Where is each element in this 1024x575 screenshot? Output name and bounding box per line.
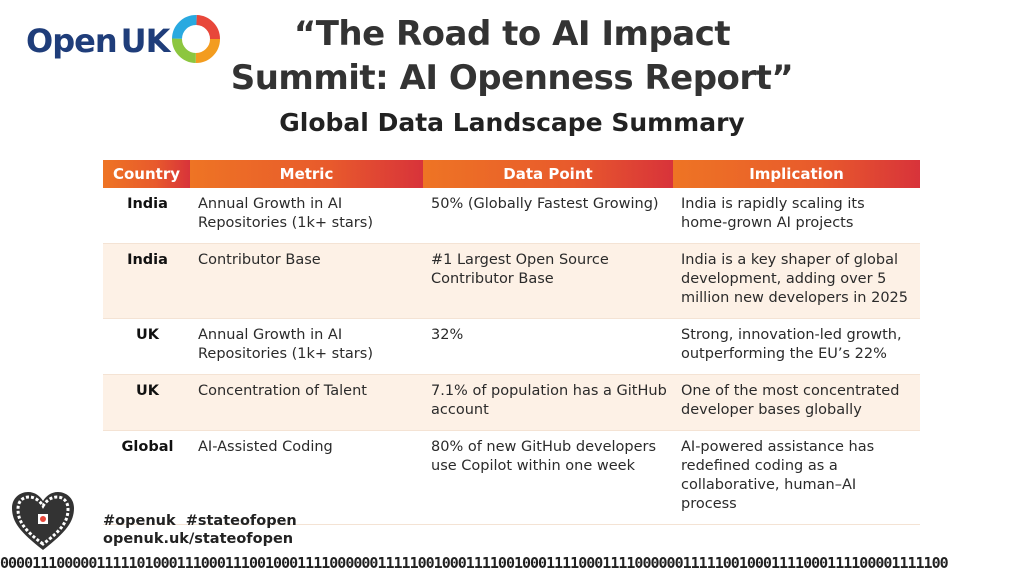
country-cell: India — [103, 243, 190, 319]
table-row: India Annual Growth in AI Repositories (1… — [103, 188, 920, 244]
country-cell: UK — [103, 318, 190, 375]
binary-strip: 0000111000001111101000111000111001000111… — [0, 554, 949, 572]
logo-text: Open — [26, 22, 118, 60]
column-header: Implication — [673, 160, 920, 188]
table-cell: #1 Largest Open Source Contributor Base — [423, 243, 673, 319]
table-cell: AI-powered assistance has redefined codi… — [673, 430, 920, 525]
logo: Open UK — [26, 22, 171, 60]
table-cell: Concentration of Talent — [190, 374, 423, 431]
table-cell: Annual Growth in AI Repositories (1k+ st… — [190, 188, 423, 244]
title: Summit: AI Openness Report” — [230, 58, 794, 98]
hashtags: #openuk #stateofopen openuk.uk/stateofope… — [103, 512, 297, 548]
table-row: UK Annual Growth in AI Repositories (1k+ … — [103, 318, 920, 375]
table-cell: 7.1% of population has a GitHub account — [423, 374, 673, 431]
column-header: Data Point — [423, 160, 673, 188]
hashtag-line: #openuk #stateofopen — [103, 513, 297, 529]
table-cell: Contributor Base — [190, 243, 423, 319]
url: openuk.uk/stateofopen — [103, 531, 294, 547]
table-cell: Strong, innovation-led growth, outperfor… — [673, 318, 920, 375]
summary-table: Country Metric Data Point Implication India… — [103, 160, 920, 525]
table-cell: 32% — [423, 318, 673, 375]
logo-accent: UK — [120, 22, 171, 60]
table-cell: India is a key shaper of global developm… — [673, 243, 920, 319]
table-cell: Annual Growth in AI Repositories (1k+ st… — [190, 318, 423, 375]
header-row: Country Metric Data Point Implication — [103, 160, 920, 188]
table-row: Global AI-Assisted Coding 80% of new GitHu… — [103, 430, 920, 525]
subtitle: Global Data Landscape Summary — [279, 108, 745, 137]
column-header: Country — [103, 160, 190, 188]
table-cell: AI-Assisted Coding — [190, 430, 423, 525]
country-cell: India — [103, 188, 190, 244]
table-cell: 50% (Globally Fastest Growing) — [423, 188, 673, 244]
table-cell: 80% of new GitHub developers use Copilot… — [423, 430, 673, 525]
country-cell: UK — [103, 374, 190, 431]
column-header: Metric — [190, 160, 423, 188]
title: “The Road to AI Impact — [293, 14, 731, 54]
table-cell: One of the most concentrated developer b… — [673, 374, 920, 431]
table-cell: India is rapidly scaling its home-grown … — [673, 188, 920, 244]
table-row: UK Concentration of Talent 7.1% of populat… — [103, 374, 920, 431]
table-row: India Contributor Base #1 Largest Open Sou… — [103, 243, 920, 319]
country-cell: Global — [103, 430, 190, 525]
qr-heart — [12, 492, 74, 550]
logo-ring — [172, 15, 220, 63]
